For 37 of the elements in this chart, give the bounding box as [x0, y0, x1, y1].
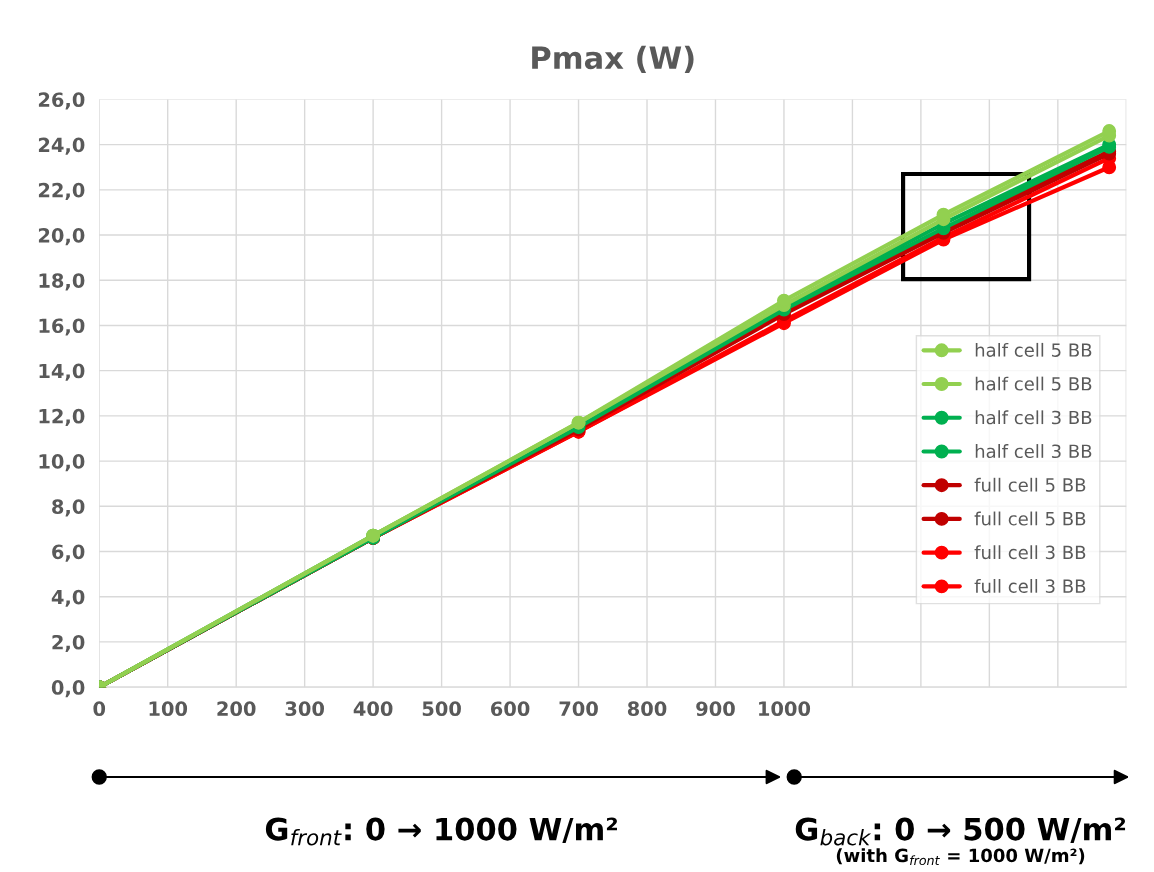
x-tick-label: 700 — [559, 701, 598, 717]
y-tick-label: 10,0 — [39, 454, 85, 472]
legend-label: full cell 3 BB — [974, 545, 1086, 560]
y-tick-label: 14,0 — [39, 363, 85, 381]
chart-title: Pmax (W) — [532, 45, 694, 73]
x-tick-label: 600 — [490, 701, 530, 717]
legend-label: half cell 3 BB — [975, 444, 1092, 459]
x-tick-label: 500 — [422, 701, 461, 717]
text: (with G$_{front}$ = 1000 W/m²) — [836, 848, 1085, 866]
y-tick-label: 20,0 — [38, 227, 85, 246]
y-tick-label: 18,0 — [39, 273, 85, 291]
y-tick-label: 22,0 — [38, 182, 85, 200]
x-tick-label: 400 — [353, 701, 393, 717]
y-tick-label: 0,0 — [51, 680, 85, 698]
y-tick-label: 24,0 — [38, 137, 85, 155]
legend-label: full cell 3 BB — [974, 578, 1086, 593]
x-tick-label: 800 — [627, 701, 667, 717]
text: G$_{back}$: 0 → 500 W/m² — [795, 817, 1126, 846]
y-tick-label: 16,0 — [39, 318, 85, 336]
x-tick-label: 200 — [217, 701, 256, 717]
x-tick-label: 900 — [696, 701, 735, 717]
y-tick-label: 8,0 — [52, 499, 85, 517]
y-tick-label: 12,0 — [39, 408, 85, 427]
legend-label: full cell 5 BB — [974, 511, 1086, 526]
y-tick-label: 6,0 — [52, 544, 85, 562]
text: G$_{front}$: 0 → 1000 W/m² — [265, 817, 617, 846]
x-tick-label: 100 — [149, 701, 188, 717]
legend-label: half cell 5 BB — [975, 342, 1092, 357]
x-tick-label: 300 — [285, 701, 325, 717]
x-tick-label: 1000 — [759, 701, 811, 717]
y-tick-label: 4,0 — [51, 589, 85, 607]
y-tick-label: 2,0 — [52, 634, 85, 653]
y-tick-label: 26,0 — [38, 92, 85, 110]
legend-label: half cell 5 BB — [975, 376, 1092, 391]
x-tick-label: 0 — [93, 701, 106, 717]
legend-label: half cell 3 BB — [975, 410, 1092, 425]
legend-label: full cell 5 BB — [974, 477, 1086, 492]
